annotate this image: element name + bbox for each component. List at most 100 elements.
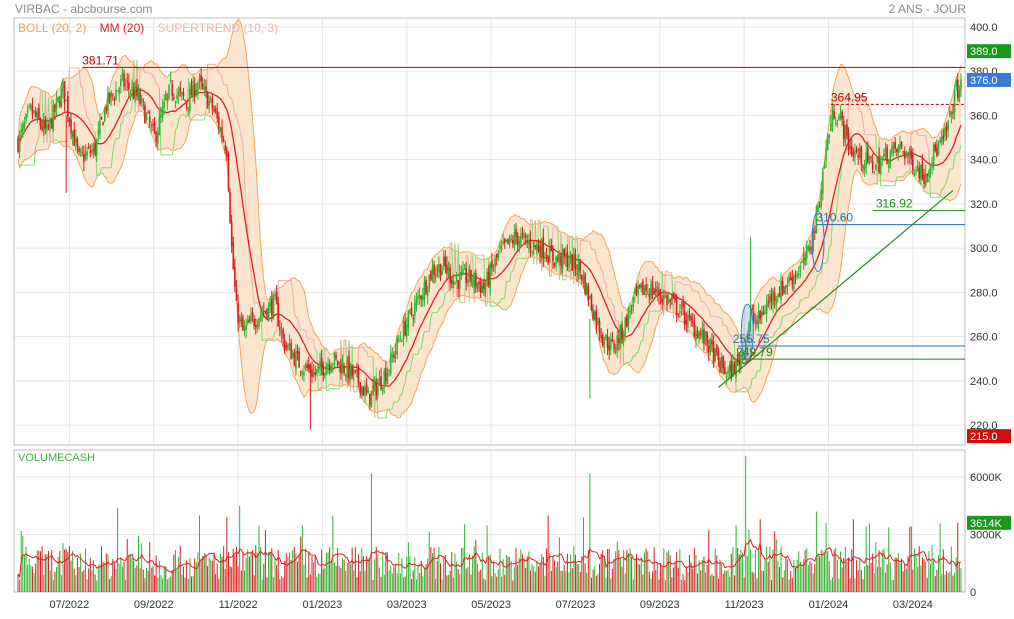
candle-body (488, 272, 490, 285)
candle-body (886, 147, 888, 164)
candle-body (329, 364, 331, 369)
candle-body (641, 283, 643, 288)
candle-body (306, 365, 308, 368)
candle-body (960, 80, 962, 92)
candle-body (719, 361, 721, 372)
candle-body (700, 334, 702, 335)
candle-body (694, 323, 696, 337)
candle-body (613, 343, 615, 349)
candle-body (117, 91, 119, 92)
candle-body (615, 347, 617, 353)
candle-body (313, 372, 315, 376)
candle-body (501, 245, 503, 249)
candle-body (605, 334, 607, 339)
candle-body (896, 149, 898, 152)
candle-body (820, 190, 822, 206)
candle-body (904, 151, 906, 158)
candle-body (721, 358, 723, 373)
candle-body (297, 351, 299, 354)
candle-body (465, 268, 467, 282)
candle-body (804, 258, 806, 260)
candle-body (610, 339, 612, 350)
candle-body (359, 382, 361, 393)
candle-body (120, 79, 122, 86)
candle-body (618, 338, 620, 343)
candle-body (88, 147, 90, 148)
candle-body (546, 254, 548, 258)
candle-body (555, 257, 557, 264)
candle-body (414, 303, 416, 315)
candle-body (343, 366, 345, 373)
candle-body (147, 112, 149, 113)
candle-body (181, 92, 183, 94)
candle-body (509, 236, 511, 243)
x-tick-label: 01/2023 (303, 599, 343, 611)
candle-body (212, 99, 214, 109)
candle-body (795, 276, 797, 277)
candle-body (430, 271, 432, 279)
candle-body (168, 85, 170, 98)
candle-body (936, 147, 938, 156)
legend-mm[interactable]: MM (20) (100, 21, 145, 35)
candle-body (199, 78, 201, 82)
candle-body (310, 365, 312, 374)
candle-body (371, 391, 373, 408)
candle-body (361, 387, 363, 395)
candle-body (144, 105, 146, 123)
candle-body (326, 366, 328, 375)
legend-supertrend[interactable]: SUPERTREND (10, 3) (158, 21, 278, 35)
candle-body (862, 166, 864, 167)
candle-body (865, 152, 867, 165)
candle-body (504, 239, 506, 243)
candle-body (324, 373, 326, 376)
candle-body (520, 235, 522, 244)
candle-body (287, 344, 289, 349)
legend-volumecash[interactable]: VOLUMECASH (18, 452, 95, 464)
candle-body (910, 151, 912, 159)
candle-body (318, 366, 320, 368)
candle-body (552, 249, 554, 261)
legend-boll[interactable]: BOLL (20, 2) (18, 21, 86, 35)
candle-body (560, 256, 562, 266)
candle-body (793, 275, 795, 288)
candle-body (257, 324, 259, 328)
candle-body (954, 91, 956, 112)
candle-body (151, 125, 153, 127)
candle-body (146, 114, 148, 120)
candle-body (204, 86, 206, 90)
candle-body (260, 315, 262, 317)
candle-body (906, 153, 908, 156)
candle-body (46, 124, 48, 129)
candle-body (570, 254, 572, 260)
candle-body (265, 311, 267, 312)
candle-body (56, 99, 58, 108)
candle-body (213, 110, 215, 111)
candle-body (523, 234, 525, 238)
candle-body (118, 88, 120, 94)
candle-body (35, 111, 37, 117)
candle-body (400, 339, 402, 340)
candle-body (229, 192, 231, 222)
y-tick-label: 340.0 (970, 155, 998, 167)
candle-body (930, 169, 932, 170)
y-tick-label: 300.0 (970, 243, 998, 255)
candle-body (507, 239, 509, 244)
candle-body (319, 361, 321, 370)
candle-body (89, 151, 91, 153)
candle-body (446, 265, 448, 274)
candle-body (695, 330, 697, 340)
candle-body (706, 332, 708, 345)
candle-body (33, 111, 35, 112)
candle-body (49, 118, 51, 123)
candle-body (72, 131, 74, 137)
candle-body (159, 117, 161, 135)
candle-body (157, 133, 159, 144)
candle-body (766, 304, 768, 314)
candle-body (724, 367, 726, 374)
candle-body (438, 264, 440, 272)
candle-body (583, 276, 585, 282)
candle-body (477, 283, 479, 288)
candle-body (432, 267, 434, 281)
chart-title: VIRBAC - abcbourse.com (15, 2, 152, 16)
candle-body (94, 143, 96, 155)
